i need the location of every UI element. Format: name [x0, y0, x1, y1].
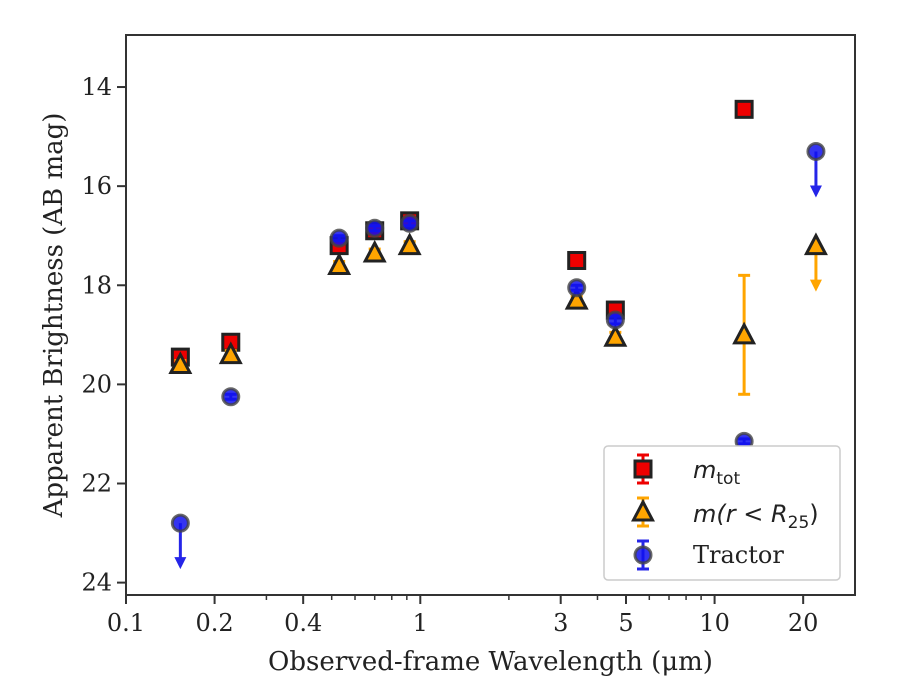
- y-tick-label: 24: [81, 569, 112, 597]
- x-tick-label: 20: [788, 609, 819, 637]
- m-r25-point: [362, 239, 387, 263]
- data-marks: [168, 99, 828, 570]
- legend-label-tractor: Tractor: [693, 541, 784, 569]
- legend-box: [603, 445, 841, 581]
- upper-limit-arrowhead: [809, 279, 822, 292]
- m-r25-point: [803, 232, 828, 256]
- m-r25-point: [397, 232, 422, 256]
- plot-frame: [125, 34, 856, 596]
- series-triangle: [168, 232, 828, 396]
- y-tick-label: 16: [81, 172, 112, 200]
- m-r25-point: [603, 324, 628, 347]
- x-tick-label: 0.2: [196, 609, 234, 637]
- mtot-point: [734, 99, 754, 119]
- legend-markers: [631, 453, 655, 571]
- x-tick-label: 1: [413, 609, 428, 637]
- tractor-point: [170, 513, 190, 533]
- legend: mtot m(r < R25) Tractor: [603, 445, 841, 581]
- x-axis-title: Observed-frame Wavelength (μm): [268, 647, 713, 677]
- mtot-point: [567, 250, 587, 270]
- legend-marker-mtot: [633, 459, 653, 479]
- y-tick-label: 20: [81, 370, 112, 398]
- m-r25-point: [218, 341, 243, 365]
- tractor-point: [400, 213, 420, 233]
- y-tick-label: 22: [81, 469, 112, 497]
- tractor-point: [806, 141, 826, 161]
- x-tick-label: 10: [699, 609, 730, 637]
- y-axis-title: Apparent Brightness (AB mag): [39, 113, 69, 519]
- x-tick-label: 0.4: [284, 609, 322, 637]
- x-tick-label: 5: [618, 609, 633, 637]
- tractor-point: [221, 387, 241, 407]
- x-tick-label: 3: [553, 609, 568, 637]
- tractor-point: [605, 310, 625, 330]
- legend-marker-m-r25: [631, 498, 655, 522]
- legend-label-m-r25: m(r < R25): [693, 500, 819, 533]
- legend-label-mtot: mtot: [693, 456, 740, 489]
- axis-ticks: [117, 86, 805, 604]
- x-tick-label: 0.1: [107, 609, 145, 637]
- series-square: [170, 99, 754, 367]
- upper-limit-arrowhead: [174, 557, 187, 570]
- m-r25-point: [168, 351, 193, 375]
- tick-labels: 0.1 0.2 0.4 1 3 5 10 20 14 16 18 20 22 24: [81, 73, 818, 637]
- legend-marker-tractor: [633, 545, 653, 565]
- tractor-point: [329, 228, 349, 248]
- tractor-point: [567, 278, 587, 298]
- tractor-point: [365, 218, 385, 238]
- series-circle: [170, 141, 826, 570]
- y-tick-label: 14: [81, 73, 112, 101]
- m-r25-point: [732, 321, 757, 345]
- upper-limit-arrowhead: [809, 185, 822, 198]
- m-r25-point: [564, 286, 589, 310]
- m-r25-point: [327, 252, 352, 275]
- y-tick-label: 18: [81, 271, 112, 299]
